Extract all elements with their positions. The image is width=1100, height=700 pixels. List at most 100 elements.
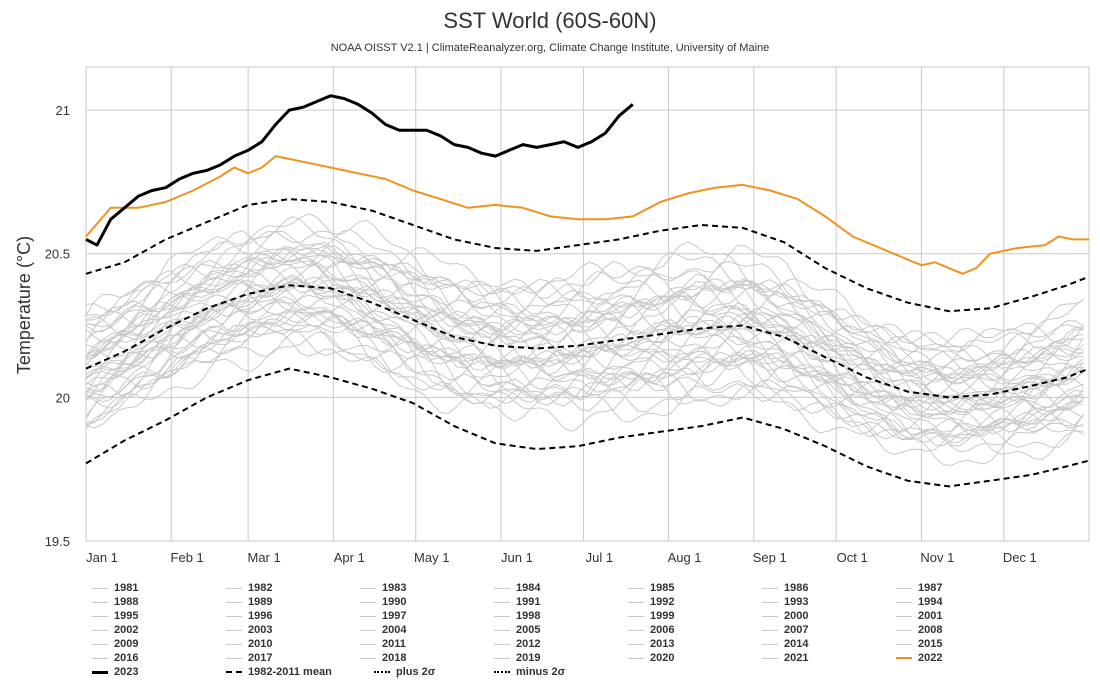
- legend-label: 2008: [918, 624, 943, 636]
- legend-item[interactable]: 1997: [360, 610, 406, 622]
- legend-swatch: [762, 587, 778, 589]
- legend-item[interactable]: 1992: [628, 596, 674, 608]
- legend-label: 2021: [784, 652, 809, 664]
- legend-item[interactable]: 2011: [360, 638, 406, 650]
- legend-item[interactable]: 1996: [226, 610, 272, 622]
- series-line-2009: [85, 253, 1084, 402]
- legend-label: minus 2σ: [516, 666, 566, 678]
- legend-item[interactable]: 1993: [762, 596, 808, 608]
- series-line-2018: [85, 230, 1084, 353]
- legend-item[interactable]: 2019: [494, 652, 540, 664]
- legend-swatch: [226, 629, 242, 631]
- legend-label: 1990: [382, 596, 407, 608]
- legend-item[interactable]: 2020: [628, 652, 674, 664]
- legend-item[interactable]: 2000: [762, 610, 808, 622]
- legend-swatch: [92, 587, 108, 589]
- legend-label: 2022: [918, 652, 943, 664]
- y-tick-label: 21: [56, 103, 70, 118]
- legend-swatch: [762, 629, 778, 631]
- legend-label: 1984: [516, 582, 541, 594]
- x-tick-label: Feb 1: [171, 550, 204, 565]
- legend-swatch: [762, 615, 778, 617]
- chart-subtitle: NOAA OISST V2.1 | ClimateReanalyzer.org,…: [330, 42, 770, 54]
- x-tick-label: Jul 1: [586, 550, 613, 565]
- legend-item[interactable]: 2017: [226, 652, 272, 664]
- legend-label: 2015: [918, 638, 943, 650]
- legend-item[interactable]: 2008: [896, 624, 942, 636]
- series-line-1990: [85, 298, 1084, 447]
- legend-label: 1981: [114, 582, 139, 594]
- legend-item[interactable]: 1982: [226, 582, 272, 594]
- legend-label: 2001: [918, 610, 943, 622]
- series-line-2003: [85, 270, 1084, 397]
- legend-item[interactable]: 2006: [628, 624, 674, 636]
- legend-item[interactable]: 2007: [762, 624, 808, 636]
- x-tick-label: May 1: [414, 550, 449, 565]
- legend-swatch: [494, 629, 510, 631]
- legend-item[interactable]: 1988: [92, 596, 138, 608]
- legend-label: 2002: [114, 624, 139, 636]
- legend-swatch: [360, 643, 376, 645]
- series-line-2023: [85, 94, 634, 247]
- legend-label: 1996: [248, 610, 273, 622]
- legend-item[interactable]: 2005: [494, 624, 540, 636]
- legend-label: 2019: [516, 652, 541, 664]
- legend-item[interactable]: 1987: [896, 582, 942, 594]
- legend-item[interactable]: 1981: [92, 582, 138, 594]
- legend-item[interactable]: 2014: [762, 638, 808, 650]
- series-line-2005: [85, 260, 1084, 413]
- legend-swatch: [494, 587, 510, 589]
- legend-swatch: [92, 601, 108, 603]
- legend-swatch: [896, 615, 912, 617]
- legend-swatch: [226, 615, 242, 617]
- legend-item[interactable]: 1991: [494, 596, 540, 608]
- legend-item[interactable]: 2001: [896, 610, 942, 622]
- legend-label: 1993: [784, 596, 809, 608]
- legend-swatch: [360, 615, 376, 617]
- legend-item[interactable]: 2018: [360, 652, 406, 664]
- legend-item[interactable]: 1989: [226, 596, 272, 608]
- legend-item[interactable]: 1994: [896, 596, 942, 608]
- legend-label: 2017: [248, 652, 273, 664]
- legend-label: 2005: [516, 624, 541, 636]
- legend-item[interactable]: 2010: [226, 638, 272, 650]
- series-line-2015: [85, 256, 1084, 372]
- legend-label: 1982-2011 mean: [248, 666, 332, 678]
- series-line-1994: [85, 289, 1084, 444]
- legend-item[interactable]: 1983: [360, 582, 406, 594]
- legend-swatch: [896, 587, 912, 589]
- legend-item[interactable]: 2023: [92, 666, 138, 678]
- legend-item[interactable]: 1986: [762, 582, 808, 594]
- legend-item[interactable]: 2021: [762, 652, 808, 664]
- legend-label: 2004: [382, 624, 407, 636]
- legend-item[interactable]: minus 2σ: [494, 666, 565, 678]
- legend-item[interactable]: 1985: [628, 582, 674, 594]
- legend-item[interactable]: 2016: [92, 652, 138, 664]
- x-tick-label: Aug 1: [668, 550, 702, 565]
- legend-item[interactable]: 1984: [494, 582, 540, 594]
- legend-item[interactable]: 1982-2011 mean: [226, 666, 332, 678]
- legend-item[interactable]: 2013: [628, 638, 674, 650]
- legend-item[interactable]: 1995: [92, 610, 138, 622]
- legend-item[interactable]: 1990: [360, 596, 406, 608]
- legend-item[interactable]: plus 2σ: [374, 666, 435, 678]
- legend-item[interactable]: 2012: [494, 638, 540, 650]
- x-tick-label: Apr 1: [334, 550, 365, 565]
- legend-item[interactable]: 2022: [896, 652, 942, 664]
- legend-swatch: [628, 587, 644, 589]
- legend-item[interactable]: 2004: [360, 624, 406, 636]
- legend-label: plus 2σ: [396, 666, 436, 678]
- legend-item[interactable]: 2002: [92, 624, 138, 636]
- legend-item[interactable]: 2009: [92, 638, 138, 650]
- legend-label: 2006: [650, 624, 675, 636]
- series-line-1986: [85, 313, 1084, 449]
- legend-label: 1992: [650, 596, 675, 608]
- legend-item[interactable]: 2003: [226, 624, 272, 636]
- legend-label: 2018: [382, 652, 407, 664]
- series-line-2000: [85, 287, 1084, 404]
- legend-item[interactable]: 2015: [896, 638, 942, 650]
- legend-swatch: [374, 671, 390, 674]
- legend-item[interactable]: 1998: [494, 610, 540, 622]
- series-line-2004: [85, 279, 1084, 403]
- legend-item[interactable]: 1999: [628, 610, 674, 622]
